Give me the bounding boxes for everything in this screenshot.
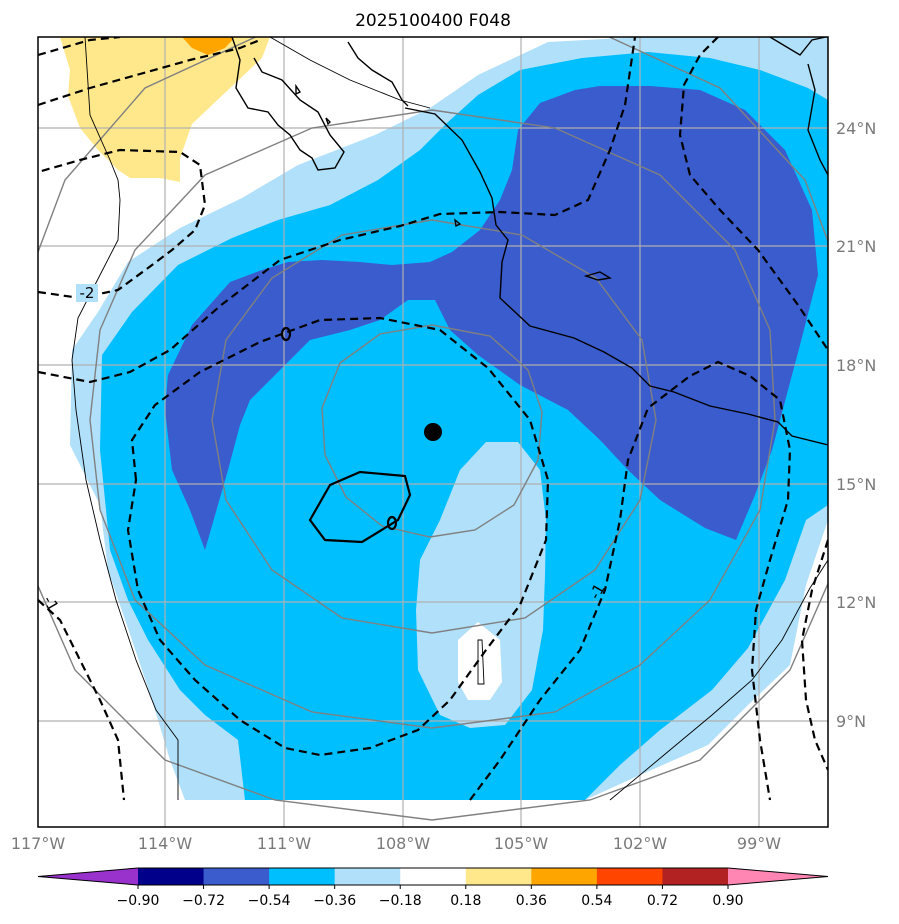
lon-label: 111°W [257,834,312,853]
map-frame [37,36,829,828]
coastline-mainland [404,107,828,446]
contour-zero-loop [308,470,412,544]
lat-label: 9°N [836,712,866,731]
contour-label-bg [76,284,98,302]
fill-royal-blue-region [165,86,818,550]
thin-contours [71,37,828,801]
colorbar-tick-label: 0.18 [450,893,481,909]
lon-label: 102°W [613,834,668,853]
coastlines [231,37,828,446]
lat-label: 12°N [836,593,876,612]
contour-north-2 [38,38,261,107]
thin-contour-north [269,37,431,109]
contour-northeast [678,37,828,351]
distance-ring-middle [211,219,657,634]
colorbar-segment [662,868,729,885]
colorbar-segment [596,868,663,885]
contour-zero-tiny [386,515,398,531]
contour-minus1-large [38,37,637,384]
colorbar-segment [531,868,598,885]
thin-contour-outer-right [609,559,828,801]
colorbar-tick-label: −0.36 [313,893,356,909]
contour-east-edge [800,539,828,771]
colorbar-segment [334,868,401,885]
colorbar [37,867,829,886]
contour-southwest [38,599,126,801]
contour-inner-loop [126,316,550,757]
lat-label: 15°N [836,475,876,494]
distance-ring-outermost [38,37,828,821]
solid-contours [280,326,412,544]
colorbar-segment [203,868,270,885]
fill-light-blue-inner-region [416,442,546,728]
colorbar-tick-label: −0.72 [182,893,225,909]
colorbar-segment [138,868,205,885]
lon-label: 99°W [737,834,781,853]
coastline-east [807,63,828,176]
coastline-islands [295,83,612,281]
coastline-baja [231,37,345,171]
lon-label: 117°W [11,834,66,853]
lat-label: 18°N [836,356,876,375]
storm-center-marker [424,423,442,441]
distance-ring-inner [321,324,543,538]
colorbar-tick-label: 0.90 [712,893,743,909]
lat-label: 24°N [836,119,876,138]
contour-zero-tiny-north [280,326,292,342]
colorbar-labels: −0.90 −0.72 −0.54 −0.36 −0.18 0.18 0.36 0.54 0.7… [117,885,744,909]
colorbar-tick-label: −0.90 [117,893,160,909]
map-plot-area: -2 -1 -1 [38,37,828,827]
colorbar-segment [400,868,467,885]
longitude-labels: 117°W 114°W 111°W 108°W 105°W 102°W 99°W [11,834,781,853]
distance-rings [38,37,828,821]
lon-label: 114°W [138,834,193,853]
thin-contour-outer [71,37,179,800]
lat-lon-grid [38,37,828,827]
contour-minus1-east [469,360,792,801]
fill-orange-region [182,37,235,55]
latitude-labels: 24°N 21°N 18°N 15°N 12°N 9°N [836,119,876,731]
colorbar-tick-label: −0.18 [379,893,422,909]
dashed-contours [38,37,828,801]
lon-label: 108°W [376,834,431,853]
colorbar-segment [269,868,336,885]
colorbar-extend-low [38,868,138,885]
colorbar-tick-label: −0.54 [248,893,291,909]
colorbar-segment [465,868,532,885]
colorbar-tick-label: 0.54 [581,893,612,909]
zero-contour-small [477,639,485,685]
contour-north-1 [38,37,121,57]
lat-label: 21°N [836,237,876,256]
colorbar-tick-label: 0.72 [647,893,678,909]
coastline-northeast [769,37,827,56]
colorbar-tick-label: 0.36 [516,893,547,909]
colorbar-extend-high [728,868,828,885]
contour-label-minus2: -2 [80,284,95,302]
distance-ring-outer [89,109,776,729]
anomaly-fill [60,37,828,800]
figure-title: 2025100400 F048 [355,11,511,31]
fill-white-patch [458,622,502,700]
lon-label: 105°W [494,834,549,853]
